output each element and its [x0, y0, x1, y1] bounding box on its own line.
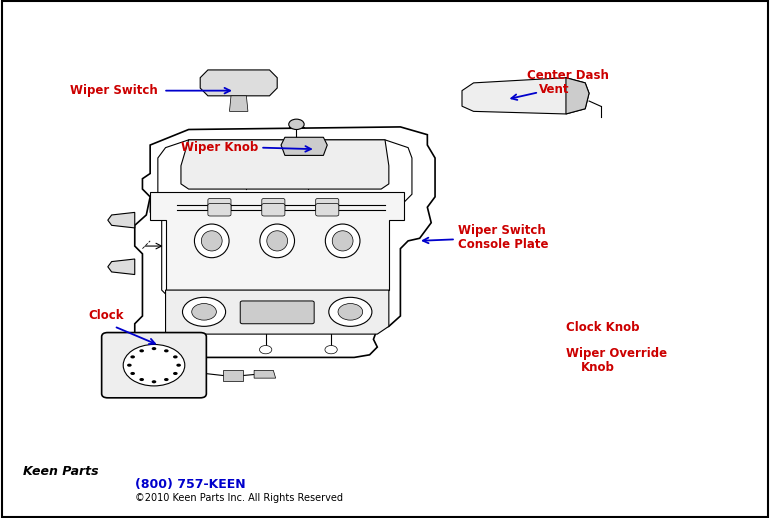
Circle shape [289, 119, 304, 130]
Circle shape [338, 304, 363, 320]
Circle shape [192, 304, 216, 320]
Polygon shape [462, 78, 589, 114]
Text: Knob: Knob [581, 361, 615, 374]
FancyBboxPatch shape [262, 204, 285, 216]
Text: ©2010 Keen Parts Inc. All Rights Reserved: ©2010 Keen Parts Inc. All Rights Reserve… [135, 493, 343, 503]
Circle shape [152, 347, 156, 350]
FancyBboxPatch shape [240, 301, 314, 324]
Ellipse shape [202, 231, 223, 251]
Circle shape [139, 349, 144, 352]
Circle shape [329, 297, 372, 326]
Polygon shape [200, 70, 277, 96]
Ellipse shape [333, 231, 353, 251]
Ellipse shape [195, 224, 229, 258]
Circle shape [130, 372, 135, 375]
Circle shape [130, 355, 135, 358]
Ellipse shape [325, 224, 360, 258]
Text: Center Dash: Center Dash [527, 68, 609, 82]
Ellipse shape [267, 231, 287, 251]
Polygon shape [108, 259, 135, 275]
Circle shape [176, 364, 181, 367]
Polygon shape [166, 290, 389, 334]
Text: Clock Knob: Clock Knob [566, 321, 639, 334]
FancyBboxPatch shape [316, 198, 339, 211]
Circle shape [139, 378, 144, 381]
FancyBboxPatch shape [316, 204, 339, 216]
Circle shape [173, 355, 178, 358]
Text: Clock: Clock [89, 309, 124, 323]
Polygon shape [281, 137, 327, 155]
Ellipse shape [260, 224, 294, 258]
Text: Wiper Knob: Wiper Knob [181, 141, 258, 154]
Text: Wiper Switch: Wiper Switch [70, 84, 158, 97]
Polygon shape [566, 78, 589, 114]
Text: Console Plate: Console Plate [458, 238, 549, 251]
Circle shape [259, 346, 272, 354]
Text: Vent: Vent [539, 82, 570, 96]
Polygon shape [150, 192, 404, 290]
FancyBboxPatch shape [208, 198, 231, 211]
Circle shape [173, 372, 178, 375]
Polygon shape [223, 370, 243, 381]
Polygon shape [229, 96, 248, 111]
Circle shape [123, 344, 185, 386]
Polygon shape [254, 370, 276, 378]
Polygon shape [181, 140, 389, 189]
Circle shape [182, 297, 226, 326]
FancyBboxPatch shape [102, 333, 206, 398]
Circle shape [127, 364, 132, 367]
Text: Keen Parts: Keen Parts [23, 465, 99, 478]
FancyBboxPatch shape [262, 198, 285, 211]
Text: Wiper Override: Wiper Override [566, 347, 667, 360]
Circle shape [152, 380, 156, 383]
Text: Wiper Switch: Wiper Switch [458, 224, 546, 237]
Text: (800) 757-KEEN: (800) 757-KEEN [135, 478, 246, 491]
FancyBboxPatch shape [208, 204, 231, 216]
Circle shape [164, 349, 169, 352]
Polygon shape [108, 212, 135, 228]
Circle shape [164, 378, 169, 381]
Circle shape [325, 346, 337, 354]
